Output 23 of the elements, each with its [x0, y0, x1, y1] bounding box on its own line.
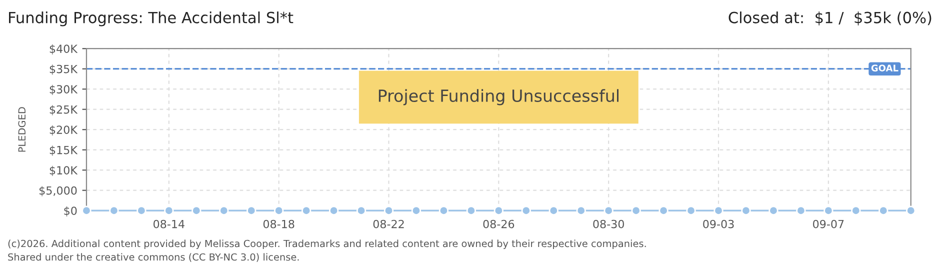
y-tick-label: $40K — [50, 44, 78, 54]
y-tick-label: $25K — [50, 105, 78, 116]
y-tick-label: $5,000 — [39, 186, 77, 196]
ref-line-label: GOAL — [871, 64, 898, 72]
chart-subtitle: Closed at: $1 / $35k (0%) — [728, 12, 932, 26]
x-tick-label: 09-03 — [703, 220, 734, 228]
annotation: Project Funding Unsuccessful — [378, 89, 618, 106]
chart-title: Funding Progress: The Accidental Sl*t — [9, 12, 294, 26]
y-tick-label: $35K — [50, 64, 78, 75]
y-tick-label: $30K — [50, 84, 78, 95]
x-tick-label: 08-26 — [483, 220, 514, 228]
y-axis-title: PLEDGED — [18, 107, 26, 152]
text: Shared under the creative commons (CC BY-NC 3.0) license. — [8, 253, 299, 262]
text: (c)2026. Additional content provided by Melissa Cooper. Trademarks and related content are owned by their respective companies. — [8, 240, 646, 250]
y-tick-label: $20K — [50, 125, 78, 136]
x-tick-label: 08-18 — [263, 220, 294, 228]
y-tick-label: $0 — [64, 206, 77, 216]
y-tick-label: $10K — [50, 166, 78, 176]
y-tick-label: $15K — [50, 146, 78, 156]
x-tick-label: 08-14 — [154, 220, 184, 228]
x-tick-label: 08-30 — [593, 220, 624, 228]
x-tick-label: 08-22 — [373, 220, 404, 228]
x-tick-label: 09-07 — [813, 220, 844, 228]
